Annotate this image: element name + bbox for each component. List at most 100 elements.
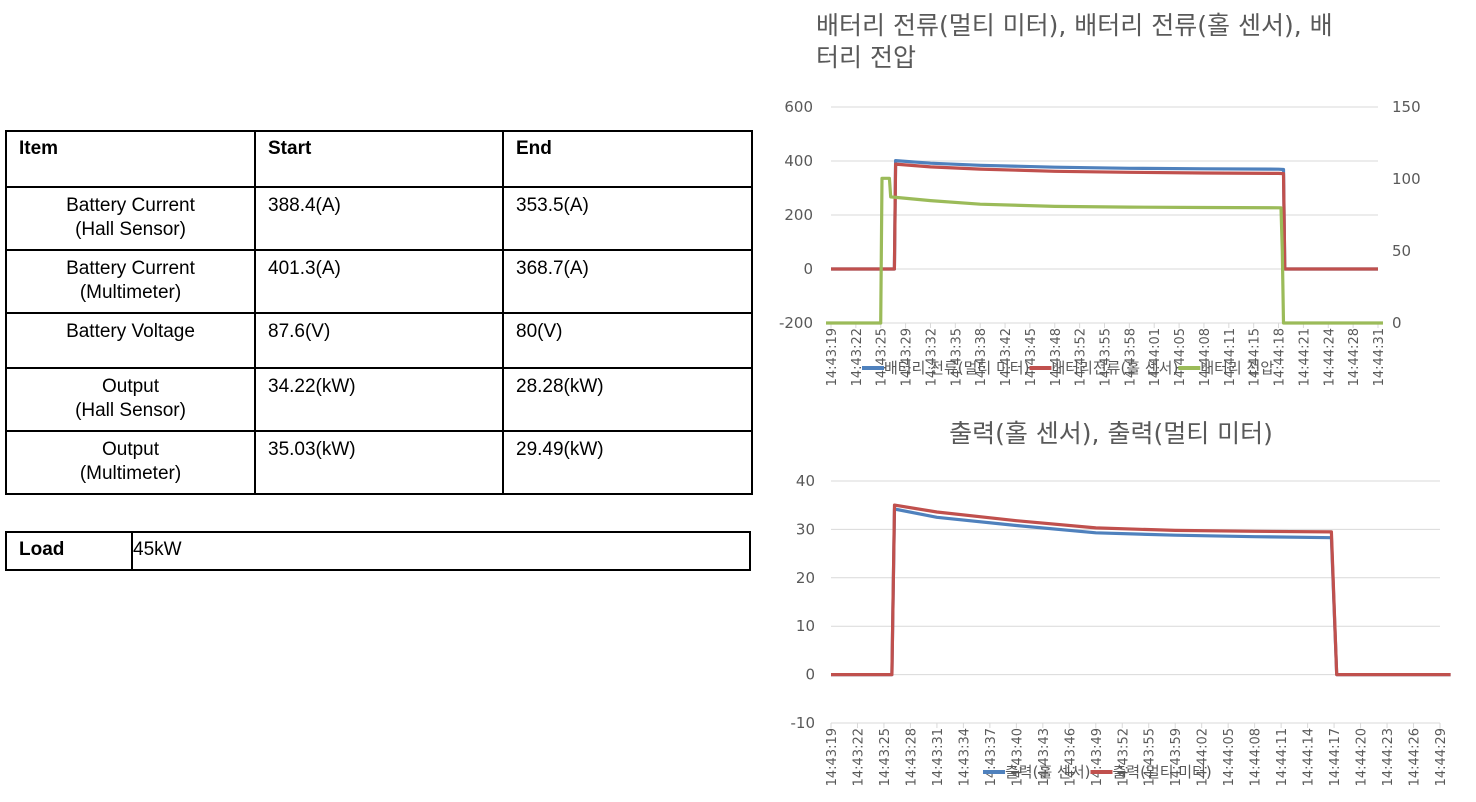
- x-tick-label: 14:43:31: [931, 728, 946, 786]
- table-row: Battery Voltage 87.6(V) 80(V): [5, 312, 753, 369]
- x-tick-label: 14:43:43: [1037, 728, 1052, 786]
- table-row: Battery Current (Multimeter) 401.3(A) 368…: [5, 249, 753, 314]
- x-tick-label: 14:44:31: [1372, 328, 1387, 386]
- row-start: 87.6(V): [254, 312, 504, 369]
- row-start: 401.3(A): [254, 249, 504, 314]
- row-start: 388.4(A): [254, 186, 504, 251]
- x-tick-label: 14:44:05: [1222, 728, 1237, 786]
- y2-tick-label: 0: [1392, 314, 1402, 332]
- x-tick-label: 14:43:29: [900, 328, 915, 386]
- table-header-row: Item Start End: [5, 130, 753, 188]
- load-label: Load: [5, 531, 133, 571]
- row-end: 29.49(kW): [502, 430, 753, 495]
- legend-label: 출력(홀 센서): [1005, 763, 1090, 781]
- x-tick-label: 14:43:55: [1143, 728, 1158, 786]
- legend-label: 배터리 전류(멀티 미터): [884, 359, 1029, 377]
- y2-tick-label: 50: [1392, 242, 1411, 260]
- x-tick-label: 14:43:22: [850, 328, 865, 386]
- load-value: 45kW: [131, 531, 751, 571]
- x-tick-label: 14:43:48: [1049, 328, 1064, 386]
- y-tick-label: 10: [796, 617, 815, 635]
- y-tick-label: 0: [805, 666, 815, 684]
- header-item: Item: [5, 130, 256, 188]
- x-tick-label: 14:44:14: [1302, 728, 1317, 786]
- x-tick-label: 14:44:02: [1196, 728, 1211, 786]
- x-tick-label: 14:43:38: [974, 328, 989, 386]
- x-tick-label: 14:43:19: [825, 328, 840, 386]
- x-tick-label: 14:43:22: [851, 728, 866, 786]
- x-tick-label: 14:43:49: [1090, 728, 1105, 786]
- y2-tick-label: 150: [1392, 98, 1421, 116]
- header-end: End: [502, 130, 753, 188]
- x-tick-label: 14:43:46: [1063, 728, 1078, 786]
- x-tick-label: 14:43:42: [999, 328, 1014, 386]
- row-end: 368.7(A): [502, 249, 753, 314]
- header-start: Start: [254, 130, 504, 188]
- row-item: Output (Multimeter): [5, 430, 256, 495]
- x-tick-label: 14:44:08: [1198, 328, 1213, 386]
- y-tick-label: 30: [796, 520, 815, 538]
- row-start: 35.03(kW): [254, 430, 504, 495]
- series-line: [831, 162, 1378, 271]
- x-tick-label: 14:43:55: [1099, 328, 1114, 386]
- load-table: Load 45kW: [5, 531, 751, 571]
- legend-label: 배터리전류(홀 센서): [1051, 359, 1178, 377]
- row-end: 80(V): [502, 312, 753, 369]
- row-end: 353.5(A): [502, 186, 753, 251]
- y2-tick-label: 100: [1392, 170, 1421, 188]
- x-tick-label: 14:44:01: [1148, 328, 1163, 386]
- x-tick-label: 14:44:20: [1355, 728, 1370, 786]
- legend-label: 배터리 전압: [1200, 359, 1274, 377]
- x-tick-label: 14:44:15: [1248, 328, 1263, 386]
- x-tick-label: 14:44:08: [1249, 728, 1264, 786]
- row-item: Battery Current (Multimeter): [5, 249, 256, 314]
- row-item: Battery Current (Hall Sensor): [5, 186, 256, 251]
- x-tick-label: 14:44:18: [1273, 328, 1288, 386]
- x-tick-label: 14:43:34: [957, 728, 972, 786]
- legend-label: 출력(멀티 미터): [1112, 763, 1211, 781]
- load-row: Load 45kW: [5, 531, 751, 571]
- row-item: Output (Hall Sensor): [5, 367, 256, 432]
- x-tick-label: 14:43:32: [924, 328, 939, 386]
- x-tick-label: 14:43:52: [1074, 328, 1089, 386]
- y-tick-label: 0: [803, 260, 813, 278]
- row-start: 34.22(kW): [254, 367, 504, 432]
- x-tick-label: 14:44:21: [1297, 328, 1312, 386]
- chart-title: 터리 전압: [816, 43, 916, 72]
- x-tick-label: 14:43:37: [984, 728, 999, 786]
- y-tick-label: 400: [784, 152, 813, 170]
- x-tick-label: 14:44:17: [1328, 728, 1343, 786]
- x-tick-label: 14:43:59: [1169, 728, 1184, 786]
- row-end: 28.28(kW): [502, 367, 753, 432]
- table-row: Output (Hall Sensor) 34.22(kW) 28.28(kW): [5, 367, 753, 432]
- y-tick-label: 40: [796, 472, 815, 490]
- series-line: [826, 176, 1383, 325]
- x-tick-label: 14:44:29: [1434, 728, 1449, 786]
- x-tick-label: 14:44:11: [1223, 328, 1238, 386]
- y-tick-label: -10: [791, 714, 816, 732]
- x-tick-label: 14:43:45: [1024, 328, 1039, 386]
- x-tick-label: 14:44:11: [1275, 728, 1290, 786]
- results-table: Item Start End Battery Current (Hall Sens…: [5, 130, 753, 495]
- row-item: Battery Voltage: [5, 312, 256, 369]
- x-tick-label: 14:43:25: [875, 328, 890, 386]
- x-tick-label: 14:43:58: [1123, 328, 1138, 386]
- x-tick-label: 14:44:28: [1347, 328, 1362, 386]
- y-tick-label: 600: [784, 98, 813, 116]
- x-tick-label: 14:43:25: [878, 728, 893, 786]
- y-tick-label: 200: [784, 206, 813, 224]
- y-tick-label: 20: [796, 569, 815, 587]
- x-tick-label: 14:44:05: [1173, 328, 1188, 386]
- x-tick-label: 14:44:23: [1381, 728, 1396, 786]
- chart-title: 출력(홀 센서), 출력(멀티 미터): [949, 419, 1273, 448]
- chart-title: 배터리 전류(멀티 미터), 배터리 전류(홀 센서), 배: [816, 11, 1333, 40]
- x-tick-label: 14:43:52: [1116, 728, 1131, 786]
- x-tick-label: 14:44:24: [1322, 328, 1337, 386]
- series-line: [831, 503, 1451, 677]
- y-tick-label: -200: [779, 314, 813, 332]
- table-row: Battery Current (Hall Sensor) 388.4(A) 35…: [5, 186, 753, 251]
- x-tick-label: 14:43:19: [825, 728, 840, 786]
- table-row: Output (Multimeter) 35.03(kW) 29.49(kW): [5, 430, 753, 495]
- x-tick-label: 14:43:28: [904, 728, 919, 786]
